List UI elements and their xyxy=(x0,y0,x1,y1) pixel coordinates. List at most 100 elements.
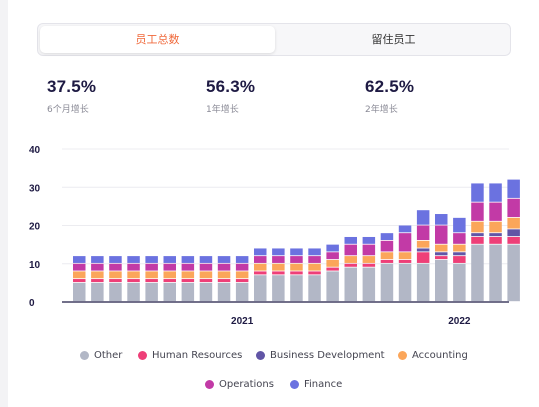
bar-segment-operations[interactable] xyxy=(398,233,412,252)
bar-segment-human-resources[interactable] xyxy=(181,279,195,283)
bar-segment-accounting[interactable] xyxy=(507,217,520,229)
bar-segment-operations[interactable] xyxy=(471,202,484,221)
bar-segment-other[interactable] xyxy=(507,244,520,302)
bar-segment-human-resources[interactable] xyxy=(91,279,104,283)
bar-segment-human-resources[interactable] xyxy=(272,271,285,275)
bar-segment-human-resources[interactable] xyxy=(308,271,321,275)
bar-segment-human-resources[interactable] xyxy=(489,236,502,244)
tab-total-employees[interactable]: 员工总数 xyxy=(40,26,275,53)
bar-segment-human-resources[interactable] xyxy=(290,271,303,275)
bar-segment-other[interactable] xyxy=(435,259,448,302)
legend-item-finance[interactable]: Finance xyxy=(290,379,342,390)
bar-segment-operations[interactable] xyxy=(145,263,158,271)
bar-segment-business-development[interactable] xyxy=(416,248,430,252)
bar-segment-finance[interactable] xyxy=(235,256,249,263)
bar-segment-finance[interactable] xyxy=(254,248,267,256)
legend-item-other[interactable]: Other xyxy=(80,350,122,361)
bar-segment-human-resources[interactable] xyxy=(199,279,213,283)
bar-segment-finance[interactable] xyxy=(127,256,140,263)
bar-segment-human-resources[interactable] xyxy=(235,279,249,283)
bar-segment-other[interactable] xyxy=(127,282,140,302)
bar-segment-other[interactable] xyxy=(272,275,285,302)
bar-segment-accounting[interactable] xyxy=(380,252,394,260)
bar-segment-human-resources[interactable] xyxy=(109,279,122,283)
bar-segment-other[interactable] xyxy=(362,267,376,302)
bar-segment-accounting[interactable] xyxy=(308,263,321,271)
bar-segment-human-resources[interactable] xyxy=(507,236,520,244)
bar-segment-finance[interactable] xyxy=(163,256,177,263)
bar-segment-finance[interactable] xyxy=(217,256,231,263)
bar-segment-accounting[interactable] xyxy=(217,271,231,279)
bar-segment-operations[interactable] xyxy=(290,256,303,263)
bar-segment-operations[interactable] xyxy=(91,263,104,271)
bar-segment-business-development[interactable] xyxy=(507,229,520,237)
bar-segment-other[interactable] xyxy=(217,282,231,302)
bar-segment-finance[interactable] xyxy=(326,244,339,252)
bar-segment-finance[interactable] xyxy=(398,225,412,233)
bar-segment-finance[interactable] xyxy=(91,256,104,263)
bar-segment-human-resources[interactable] xyxy=(163,279,177,283)
bar-segment-accounting[interactable] xyxy=(272,263,285,271)
bar-segment-human-resources[interactable] xyxy=(73,279,86,283)
legend-item-human-resources[interactable]: Human Resources xyxy=(138,350,242,361)
bar-segment-human-resources[interactable] xyxy=(362,263,376,267)
bar-segment-finance[interactable] xyxy=(344,236,358,244)
bar-segment-human-resources[interactable] xyxy=(398,259,412,263)
bar-segment-human-resources[interactable] xyxy=(127,279,140,283)
bar-segment-accounting[interactable] xyxy=(199,271,213,279)
bar-segment-finance[interactable] xyxy=(507,179,520,198)
bar-segment-other[interactable] xyxy=(471,244,484,302)
bar-segment-operations[interactable] xyxy=(217,263,231,271)
bar-segment-operations[interactable] xyxy=(181,263,195,271)
bar-segment-human-resources[interactable] xyxy=(217,279,231,283)
bar-segment-finance[interactable] xyxy=(199,256,213,263)
bar-segment-business-development[interactable] xyxy=(435,252,448,256)
bar-segment-other[interactable] xyxy=(254,275,267,302)
bar-segment-other[interactable] xyxy=(416,263,430,302)
bar-segment-accounting[interactable] xyxy=(453,244,466,252)
bar-segment-other[interactable] xyxy=(109,282,122,302)
bar-segment-human-resources[interactable] xyxy=(435,256,448,260)
bar-segment-operations[interactable] xyxy=(235,263,249,271)
bar-segment-operations[interactable] xyxy=(109,263,122,271)
bar-segment-accounting[interactable] xyxy=(145,271,158,279)
bar-segment-finance[interactable] xyxy=(181,256,195,263)
bar-segment-operations[interactable] xyxy=(254,256,267,263)
bar-segment-other[interactable] xyxy=(326,271,339,302)
bar-segment-operations[interactable] xyxy=(308,256,321,263)
bar-segment-accounting[interactable] xyxy=(489,221,502,233)
bar-segment-accounting[interactable] xyxy=(235,271,249,279)
bar-segment-other[interactable] xyxy=(290,275,303,302)
tab-retained-employees[interactable]: 留住员工 xyxy=(371,33,416,46)
bar-segment-business-development[interactable] xyxy=(471,233,484,237)
bar-segment-accounting[interactable] xyxy=(91,271,104,279)
bar-segment-operations[interactable] xyxy=(507,198,520,218)
bar-segment-operations[interactable] xyxy=(380,240,394,252)
bar-segment-other[interactable] xyxy=(91,282,104,302)
bar-segment-finance[interactable] xyxy=(416,210,430,225)
bar-segment-operations[interactable] xyxy=(272,256,285,263)
bar-segment-accounting[interactable] xyxy=(362,256,376,263)
bar-segment-accounting[interactable] xyxy=(181,271,195,279)
bar-segment-operations[interactable] xyxy=(163,263,177,271)
bar-segment-other[interactable] xyxy=(145,282,158,302)
bar-segment-finance[interactable] xyxy=(272,248,285,256)
bar-segment-other[interactable] xyxy=(308,275,321,302)
bar-segment-operations[interactable] xyxy=(326,252,339,260)
bar-segment-other[interactable] xyxy=(380,263,394,302)
bar-segment-human-resources[interactable] xyxy=(145,279,158,283)
bar-segment-finance[interactable] xyxy=(145,256,158,263)
bar-segment-other[interactable] xyxy=(163,282,177,302)
bar-segment-accounting[interactable] xyxy=(254,263,267,271)
bar-segment-accounting[interactable] xyxy=(109,271,122,279)
bar-segment-other[interactable] xyxy=(73,282,86,302)
bar-segment-accounting[interactable] xyxy=(471,221,484,233)
bar-segment-finance[interactable] xyxy=(290,248,303,256)
bar-segment-human-resources[interactable] xyxy=(254,271,267,275)
bar-segment-accounting[interactable] xyxy=(163,271,177,279)
bar-segment-other[interactable] xyxy=(235,282,249,302)
bar-segment-other[interactable] xyxy=(181,282,195,302)
bar-segment-accounting[interactable] xyxy=(435,244,448,252)
bar-segment-accounting[interactable] xyxy=(326,259,339,267)
bar-segment-operations[interactable] xyxy=(489,202,502,221)
